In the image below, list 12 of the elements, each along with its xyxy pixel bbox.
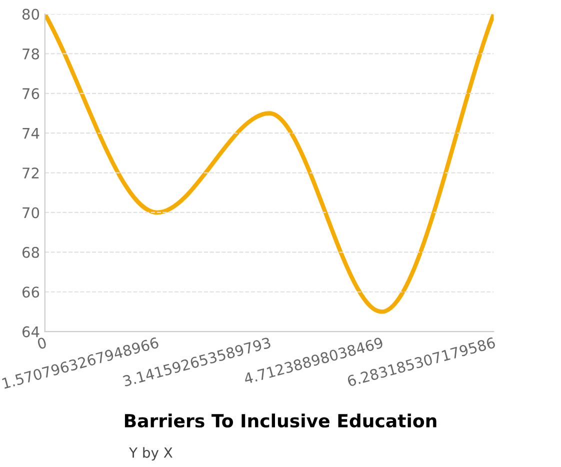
text: Barriers To Inclusive Education <box>124 414 436 428</box>
text: Y by X <box>129 447 172 461</box>
y-tick-label: 76 <box>22 88 40 100</box>
y-tick-label: 78 <box>22 48 40 60</box>
y-tick-label: 68 <box>22 246 40 258</box>
y-tick-label: 64 <box>22 326 40 338</box>
y-tick-label: 80 <box>22 8 40 20</box>
y-tick-label: 66 <box>22 286 40 298</box>
line-series <box>44 14 494 314</box>
y-tick-label: 70 <box>22 207 40 218</box>
y-tick-label: 74 <box>22 128 40 139</box>
y-tick-label: 72 <box>22 168 39 178</box>
